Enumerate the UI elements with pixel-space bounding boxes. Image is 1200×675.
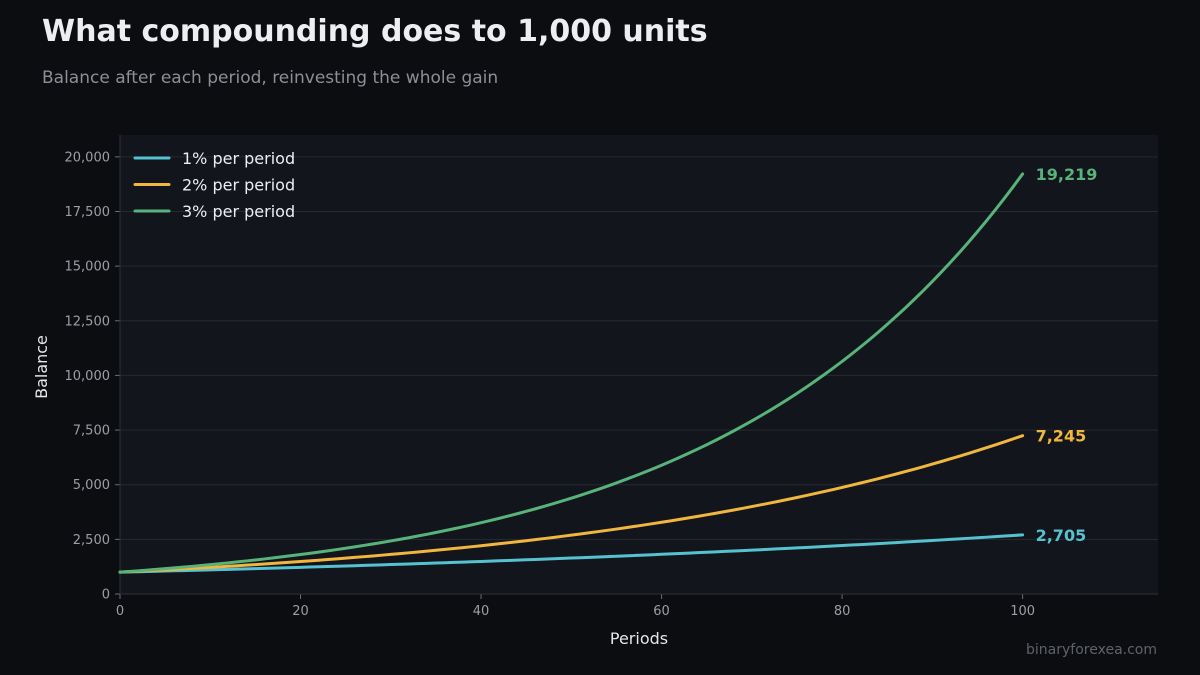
y-tick-label: 0 [102, 588, 110, 603]
legend-label-3: 3% per period [182, 202, 295, 221]
series-line-2 [118, 434, 1025, 574]
watermark-url: binaryforexea.com [1026, 642, 1157, 658]
y-tick-label: 7,500 [73, 424, 110, 439]
chart-title: What compounding does to 1,000 units [42, 14, 708, 49]
y-tick-label: 10,000 [65, 369, 111, 384]
x-axis-title: Periods [610, 629, 668, 648]
y-tick-label: 20,000 [65, 150, 111, 165]
legend-label-1: 1% per period [182, 149, 295, 168]
x-tick-label: 80 [834, 604, 851, 619]
y-tick-label: 17,500 [65, 205, 111, 220]
y-tick-label: 2,500 [73, 533, 110, 548]
series-line-1 [118, 533, 1025, 574]
grid-lines [120, 156, 1158, 595]
x-tick-label: 100 [1010, 604, 1035, 619]
end-value-label-2: 7,245 [1036, 427, 1087, 446]
chart-subtitle: Balance after each period, reinvesting t… [42, 68, 499, 88]
end-value-label-1: 2,705 [1036, 526, 1087, 545]
series-line-3 [118, 172, 1025, 574]
end-value-label-3: 19,219 [1036, 165, 1098, 184]
end-labels: 2,705 7,245 19,219 [1036, 165, 1098, 545]
x-tick-label: 60 [653, 604, 670, 619]
x-tick-label: 20 [292, 604, 309, 619]
axes: 0 2,500 5,000 7,500 10,000 12,500 15,000 17,500… [65, 135, 1158, 619]
legend: 1% per period 2% per period 3% per period [133, 149, 295, 221]
x-tick-label: 40 [473, 604, 490, 619]
y-tick-label: 15,000 [65, 260, 111, 275]
x-tick-label: 0 [116, 604, 124, 619]
y-tick-label: 12,500 [65, 314, 111, 329]
y-axis-title: Balance [32, 335, 51, 399]
series-lines [118, 172, 1025, 574]
y-tick-label: 5,000 [73, 478, 110, 493]
legend-label-2: 2% per period [182, 176, 295, 195]
